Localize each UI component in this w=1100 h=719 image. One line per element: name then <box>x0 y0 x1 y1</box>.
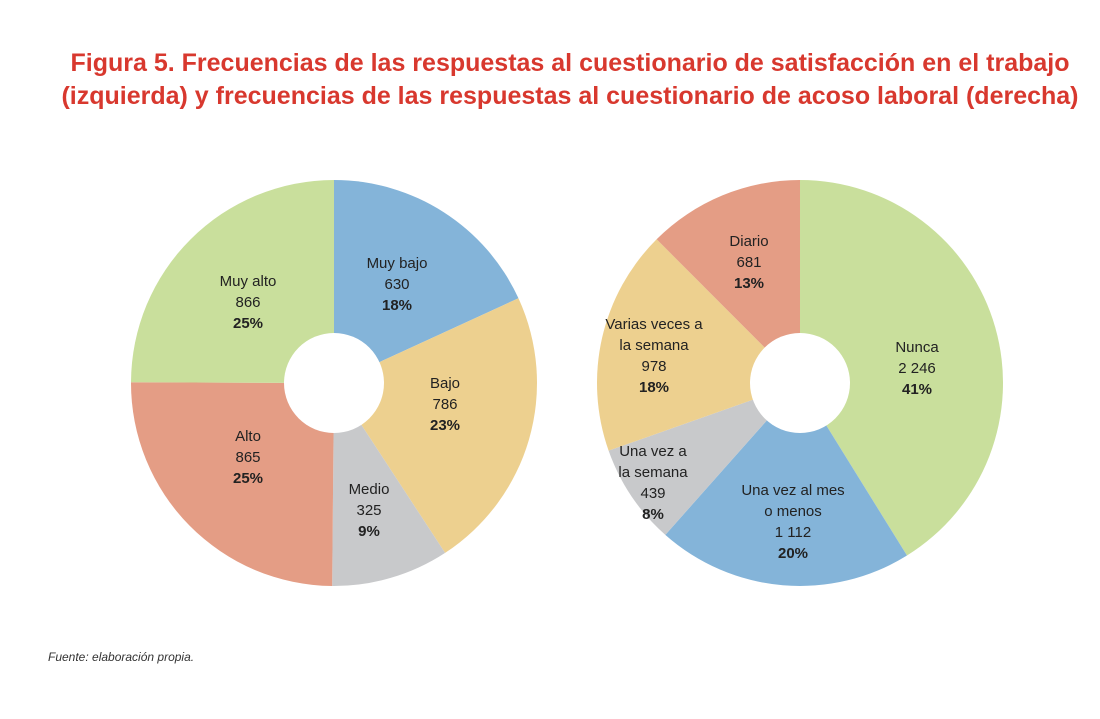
right-slice-1-label-1: o menos <box>764 503 822 520</box>
source-note: Fuente: elaboración propia. <box>48 650 195 664</box>
left-slice-2-value: 325 <box>356 502 381 519</box>
right-slice-2-label-1: la semana <box>618 464 688 481</box>
right-slice-3-label-1: la semana <box>619 337 689 354</box>
left-slice-3-percent: 25% <box>233 470 263 487</box>
pie-chart-satisfaccion: Muy bajo 630 18% Bajo 786 23% Medio 325 9% Alto 86… <box>131 180 537 586</box>
right-slice-2-label-0: Una vez a <box>619 443 687 460</box>
right-slice-3-value: 978 <box>641 358 666 375</box>
right-pie-slice-2 <box>608 383 800 535</box>
right-slice-4-percent: 13% <box>734 275 764 292</box>
left-slice-0-percent: 18% <box>382 297 412 314</box>
right-slice-0-value: 2 246 <box>898 360 936 377</box>
left-slice-4-label-0: Muy alto <box>220 273 277 290</box>
left-pie-slice-3 <box>131 382 334 586</box>
left-donut-hole <box>284 333 384 433</box>
right-slice-1-percent: 20% <box>778 545 808 562</box>
figure-title-line-1: Figura 5. Frecuencias de las respuestas … <box>70 49 1070 77</box>
left-slice-4-value: 866 <box>235 294 260 311</box>
left-slice-2-label-0: Medio <box>349 481 390 498</box>
right-slice-2-value: 439 <box>640 485 665 502</box>
right-pie-slice-3 <box>596 239 800 451</box>
right-pie-slice-4 <box>656 180 800 383</box>
right-slice-1-value: 1 112 <box>775 524 811 541</box>
right-slice-3-label-0: Varias veces a <box>605 316 703 333</box>
right-slice-3-percent: 18% <box>639 379 669 396</box>
right-slice-2-percent: 8% <box>642 506 664 523</box>
left-slice-1-value: 786 <box>432 396 457 413</box>
right-slice-4-label-0: Diario <box>729 233 768 250</box>
right-slice-0-percent: 41% <box>902 381 932 398</box>
left-pie-slice-1 <box>334 298 537 553</box>
left-slice-0-label-0: Muy bajo <box>367 255 428 272</box>
left-slice-4-percent: 25% <box>233 315 263 332</box>
left-slice-1-percent: 23% <box>430 417 460 434</box>
left-slice-0-value: 630 <box>384 276 409 293</box>
right-slice-1-label-0: Una vez al mes <box>741 482 844 499</box>
right-slice-0-label-0: Nunca <box>895 339 939 356</box>
right-pie-slice-0 <box>800 180 1003 556</box>
figure-title-line-2: (izquierda) y frecuencias de las respues… <box>61 82 1079 110</box>
left-slice-3-value: 865 <box>235 449 260 466</box>
right-donut-hole <box>750 333 850 433</box>
left-slice-1-label-0: Bajo <box>430 375 460 392</box>
left-pie-slice-0 <box>334 180 519 383</box>
left-pie-slice-2 <box>332 383 446 586</box>
right-slice-4-value: 681 <box>736 254 761 271</box>
left-slice-3-label-0: Alto <box>235 428 261 445</box>
left-slice-2-percent: 9% <box>358 523 380 540</box>
left-pie-slice-4 <box>131 180 334 383</box>
pie-chart-acoso: Nunca 2 246 41% Una vez al mes o menos 1 112 2… <box>596 180 1003 586</box>
right-pie-slice-1 <box>665 383 907 586</box>
